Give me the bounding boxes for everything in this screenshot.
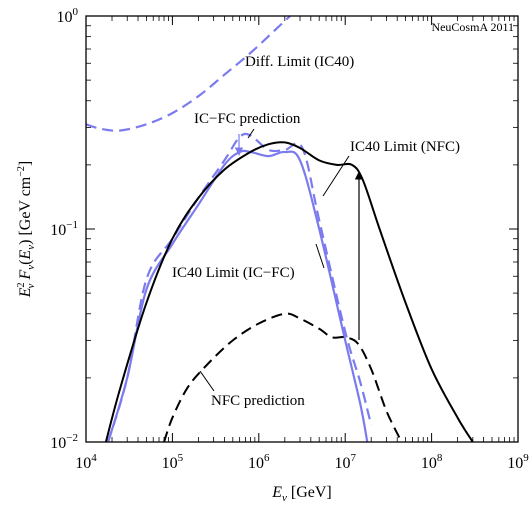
curves	[86, 16, 474, 442]
y-tick-label-0: 10−2	[50, 432, 78, 452]
y-tick-label-1: 10−1	[50, 219, 78, 239]
nfc-limit-leader	[322, 155, 350, 197]
plot-frame	[85, 15, 519, 443]
series-line-ic-fc-prediction	[107, 132, 373, 442]
y-tick-label-2: 100	[57, 6, 79, 26]
series-line-ic40-limit-nfc	[104, 141, 474, 442]
axis-ticks: 104 105 106 107 108 109 10−2 10−1 100	[50, 6, 529, 472]
x-tick-label-0: 104	[75, 452, 97, 472]
x-tick-label-2: 106	[248, 452, 270, 472]
credit-label: NeuCosmA 2011	[431, 20, 514, 34]
annotation-nfc-limit: IC40 Limit (NFC)	[350, 139, 460, 155]
icfc-prediction-leader	[247, 128, 255, 139]
annotation-icfc-prediction: IC−FC prediction	[194, 111, 301, 127]
series-line-nfc-prediction	[163, 312, 403, 442]
annotation-icfc-limit: IC40 Limit (IC−FC)	[172, 265, 295, 281]
y-axis-label: E2ν Fν(Eν) [GeV cm−2]	[16, 161, 37, 298]
icfc-limit-leader	[315, 243, 325, 269]
series-line-diff-limit-ic40	[86, 16, 291, 132]
nfc-prediction-leader	[199, 370, 215, 392]
x-axis-label: Eν [GeV]	[271, 484, 332, 504]
x-tick-label-1: 105	[162, 452, 184, 472]
x-tick-label-3: 107	[334, 452, 356, 472]
annotation-nfc-prediction: NFC prediction	[211, 393, 305, 409]
annotation-diff-limit: Diff. Limit (IC40)	[245, 54, 354, 70]
x-tick-label-4: 108	[421, 452, 443, 472]
x-tick-label-5: 109	[507, 452, 529, 472]
